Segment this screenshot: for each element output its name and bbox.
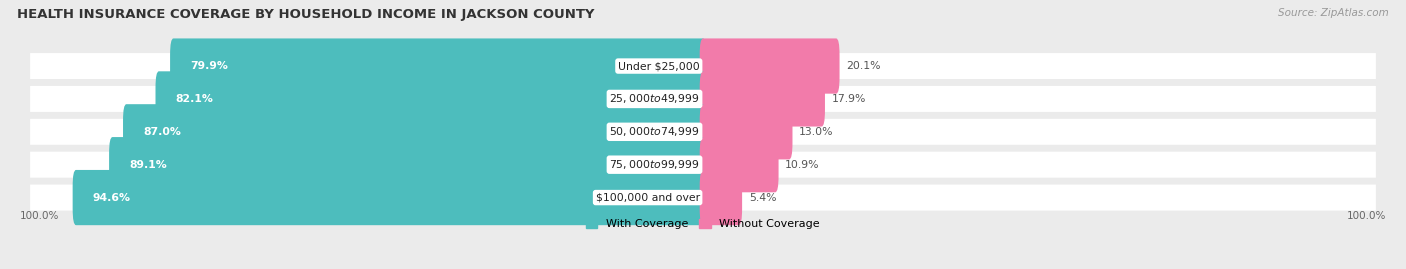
FancyBboxPatch shape	[30, 185, 1376, 211]
Text: Under $25,000: Under $25,000	[617, 61, 700, 71]
Text: 100.0%: 100.0%	[20, 211, 59, 221]
Legend: With Coverage, Without Coverage: With Coverage, Without Coverage	[586, 219, 820, 229]
Text: 13.0%: 13.0%	[799, 127, 834, 137]
FancyBboxPatch shape	[30, 53, 1376, 79]
Text: $50,000 to $74,999: $50,000 to $74,999	[609, 125, 700, 138]
Text: Source: ZipAtlas.com: Source: ZipAtlas.com	[1278, 8, 1389, 18]
FancyBboxPatch shape	[110, 137, 706, 192]
Text: HEALTH INSURANCE COVERAGE BY HOUSEHOLD INCOME IN JACKSON COUNTY: HEALTH INSURANCE COVERAGE BY HOUSEHOLD I…	[17, 8, 595, 21]
FancyBboxPatch shape	[156, 71, 706, 126]
FancyBboxPatch shape	[700, 104, 793, 160]
FancyBboxPatch shape	[700, 38, 839, 94]
Text: $75,000 to $99,999: $75,000 to $99,999	[609, 158, 700, 171]
Text: 79.9%: 79.9%	[190, 61, 228, 71]
Text: 89.1%: 89.1%	[129, 160, 167, 170]
Text: $100,000 and over: $100,000 and over	[596, 193, 700, 203]
Text: 17.9%: 17.9%	[831, 94, 866, 104]
FancyBboxPatch shape	[30, 152, 1376, 178]
Text: 20.1%: 20.1%	[846, 61, 880, 71]
Text: $25,000 to $49,999: $25,000 to $49,999	[609, 93, 700, 105]
FancyBboxPatch shape	[124, 104, 706, 160]
FancyBboxPatch shape	[700, 71, 825, 126]
FancyBboxPatch shape	[700, 170, 742, 225]
FancyBboxPatch shape	[30, 119, 1376, 145]
Text: 82.1%: 82.1%	[176, 94, 214, 104]
Text: 87.0%: 87.0%	[143, 127, 181, 137]
Text: 5.4%: 5.4%	[749, 193, 776, 203]
Text: 100.0%: 100.0%	[1347, 211, 1386, 221]
FancyBboxPatch shape	[30, 86, 1376, 112]
Text: 10.9%: 10.9%	[785, 160, 820, 170]
FancyBboxPatch shape	[170, 38, 706, 94]
FancyBboxPatch shape	[73, 170, 706, 225]
FancyBboxPatch shape	[700, 137, 779, 192]
Text: 94.6%: 94.6%	[93, 193, 131, 203]
